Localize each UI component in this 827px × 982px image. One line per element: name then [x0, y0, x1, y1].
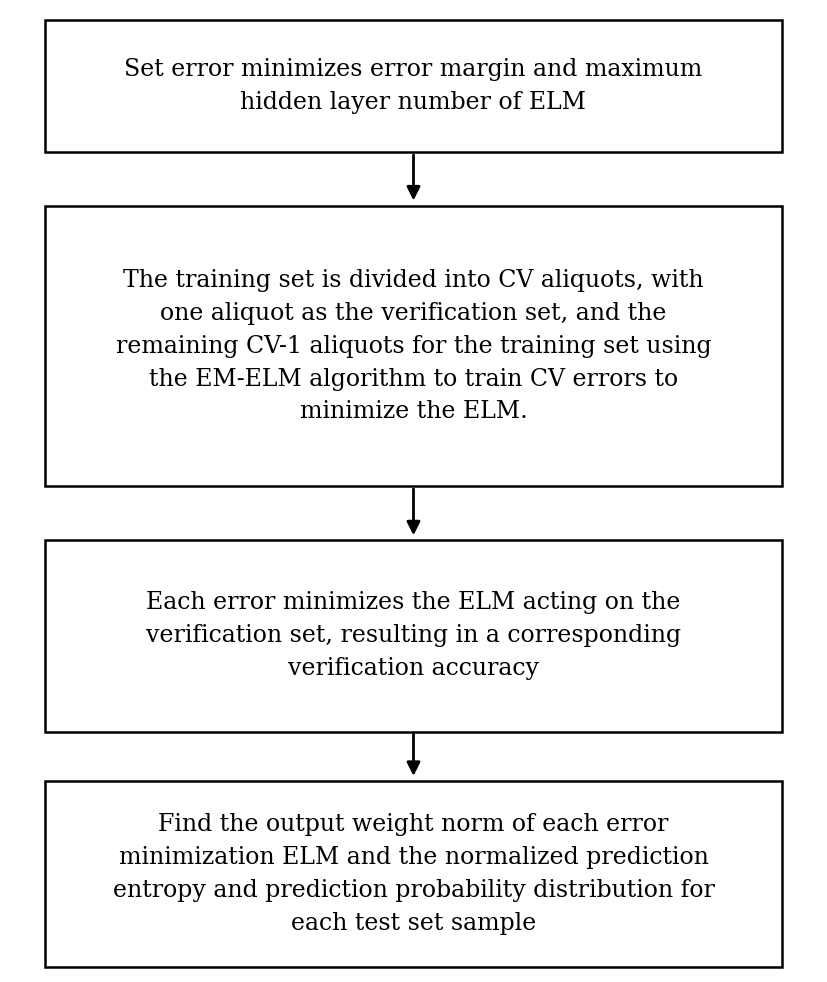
Text: Set error minimizes error margin and maximum
hidden layer number of ELM: Set error minimizes error margin and max…: [124, 58, 703, 114]
FancyBboxPatch shape: [45, 781, 782, 967]
FancyBboxPatch shape: [45, 20, 782, 152]
FancyBboxPatch shape: [45, 540, 782, 732]
FancyBboxPatch shape: [45, 206, 782, 486]
Text: Find the output weight norm of each error
minimization ELM and the normalized pr: Find the output weight norm of each erro…: [112, 813, 715, 935]
Text: The training set is divided into CV aliquots, with
one aliquot as the verificati: The training set is divided into CV aliq…: [116, 269, 711, 423]
Text: Each error minimizes the ELM acting on the
verification set, resulting in a corr: Each error minimizes the ELM acting on t…: [146, 591, 681, 681]
